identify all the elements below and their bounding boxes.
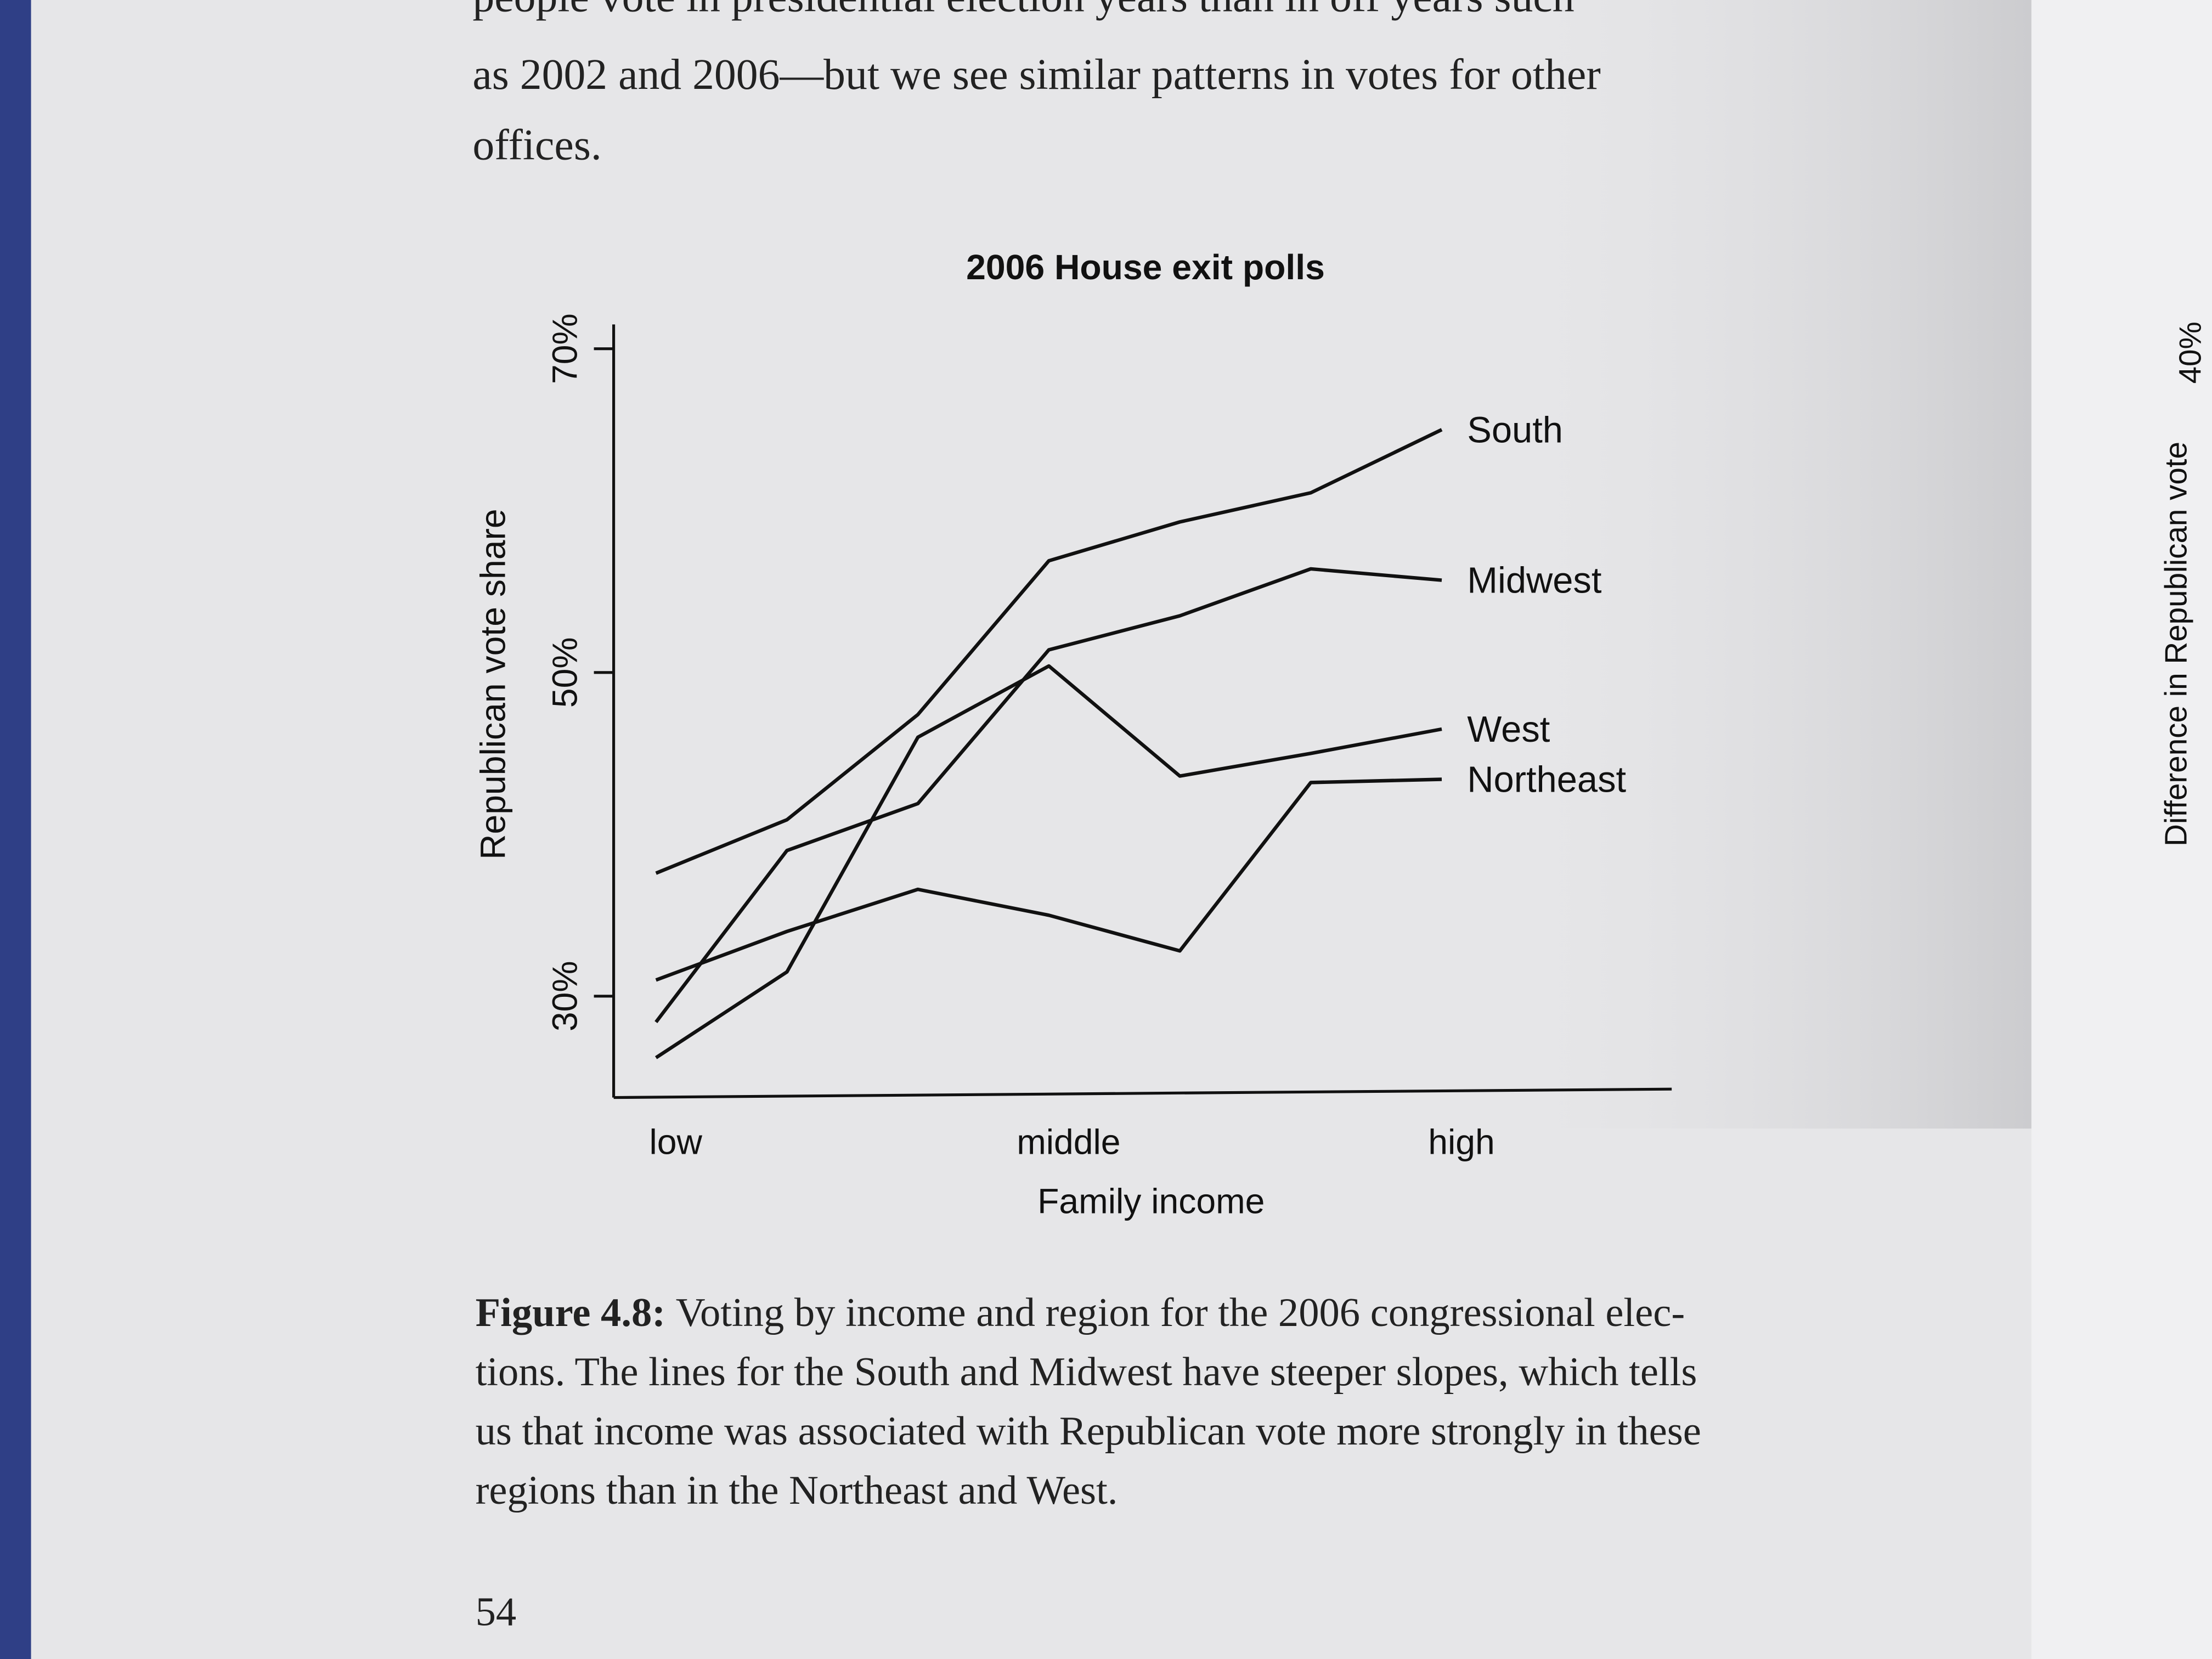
x-axis-label: Family income (1037, 1181, 1265, 1221)
page-number: 54 (476, 1589, 517, 1634)
legend-label: Midwest (1467, 560, 1602, 601)
caption: tions. The lines for the South and Midwe… (476, 1350, 1697, 1395)
x-tick-label: low (649, 1122, 702, 1161)
x-tick-label: middle (1017, 1122, 1120, 1161)
facing-page (2031, 0, 2212, 1659)
line (655, 777, 1442, 982)
facing-axis-label: Difference in Republican vote (2159, 442, 2193, 847)
legend-label: South (1467, 409, 1563, 450)
line (654, 567, 1442, 1023)
legend-label: West (1467, 709, 1550, 750)
legend-label: Northeast (1467, 759, 1626, 800)
facing-tick: 40% (2172, 321, 2207, 383)
book-cover-edge (0, 0, 31, 1659)
x-axis (613, 1087, 1672, 1099)
body-text: offices. (472, 121, 601, 170)
y-tick-label: 50% (545, 637, 585, 708)
caption: regions than in the Northeast and West. (476, 1468, 1118, 1513)
body-text: people vote in presidential election yea… (472, 0, 1574, 21)
caption-label: Figure 4.8: (476, 1290, 666, 1335)
shadow (1410, 0, 2032, 1129)
line (654, 664, 1442, 1059)
caption-text: Voting by income and region for the 2006… (676, 1290, 1685, 1335)
y-axis-label: Republican vote share (473, 509, 513, 860)
caption: Figure 4.8: Voting by income and region … (476, 1290, 1685, 1335)
x-tick-label: high (1428, 1122, 1495, 1161)
body-text: as 2002 and 2006—but we see similar patt… (472, 50, 1600, 99)
caption: us that income was associated with Repub… (476, 1409, 1701, 1454)
chart-title: 2006 House exit polls (966, 247, 1325, 287)
y-tick-label: 30% (545, 961, 585, 1032)
line (655, 428, 1443, 875)
y-tick-label: 70% (545, 313, 585, 384)
